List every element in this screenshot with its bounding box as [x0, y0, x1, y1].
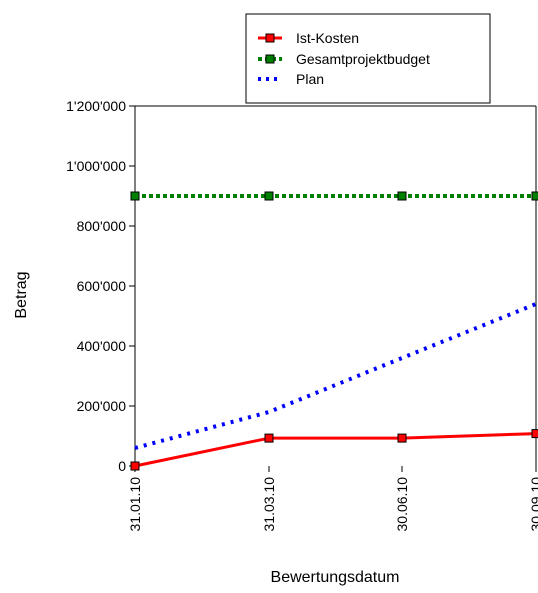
x-axis-label: Bewertungsdatum [271, 569, 400, 586]
series-point-1 [531, 191, 538, 201]
x-tick-label: 31.03.10 [261, 477, 277, 532]
series-point-0 [397, 433, 407, 443]
series-line-0 [134, 432, 537, 468]
x-tick-label: 30.06.10 [394, 477, 410, 532]
series-line-2 [134, 302, 537, 450]
y-tick-label: 0 [118, 458, 126, 474]
series-layer [130, 191, 538, 471]
legend-swatch-marker [265, 54, 275, 64]
y-tick-label: 800'000 [77, 218, 127, 234]
x-tick-label: 30.09.10 [528, 477, 538, 532]
legend-swatch-marker [265, 33, 275, 43]
legend-box [245, 13, 491, 104]
legend-label: Ist-Kosten [296, 30, 359, 46]
series-point-1 [397, 191, 407, 201]
series-point-1 [130, 191, 140, 201]
y-tick-label: 1'000'000 [66, 158, 126, 174]
legend-label: Plan [296, 71, 324, 87]
y-tick-label: 400'000 [77, 338, 127, 354]
y-tick-label: 200'000 [77, 398, 127, 414]
x-tick-label: 31.01.10 [127, 477, 143, 532]
legend: Ist-Kosten Gesamtprojektbudget Plan [245, 13, 491, 104]
series-point-0 [130, 461, 140, 471]
series-point-0 [264, 433, 274, 443]
series-point-1 [264, 191, 274, 201]
axes: 0 200'000 400'000 600'000 800'000 1'000'000 1'… [66, 98, 538, 532]
y-tick-label: 600'000 [77, 278, 127, 294]
series-point-0 [531, 429, 538, 439]
y-tick-label: 1'200'000 [66, 98, 126, 114]
y-axis-label: Betrag [13, 271, 30, 318]
legend-label: Gesamtprojektbudget [296, 51, 430, 67]
